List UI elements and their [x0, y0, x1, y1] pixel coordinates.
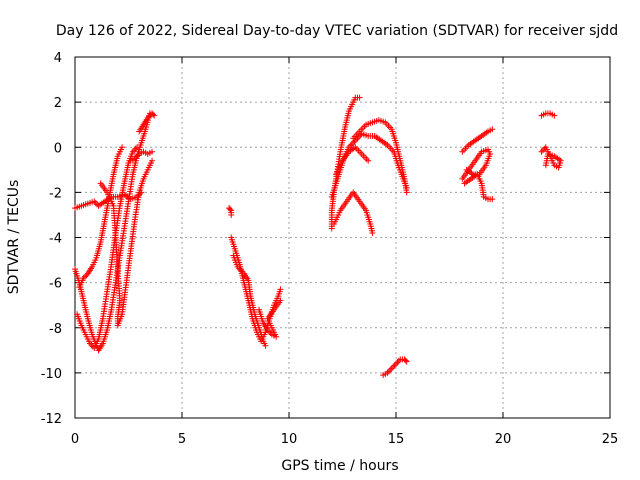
x-tick-label: 5	[178, 432, 186, 447]
series-arc-21	[538, 110, 558, 119]
data-point	[390, 363, 397, 370]
data-point	[277, 286, 284, 293]
data-point	[149, 157, 156, 164]
data-point	[538, 148, 545, 155]
x-tick-label: 15	[388, 432, 405, 447]
series-arc-16	[333, 144, 372, 178]
series-arc-14	[330, 189, 376, 236]
series-arc-18	[459, 126, 496, 155]
data-points	[72, 94, 564, 379]
series-arc-2	[72, 110, 153, 354]
data-point	[149, 148, 156, 155]
data-point	[394, 359, 401, 366]
data-point	[134, 152, 141, 159]
y-tick-label: -10	[41, 367, 62, 382]
data-point	[228, 211, 235, 218]
series-arc-11	[256, 297, 284, 340]
data-point	[385, 368, 392, 375]
data-point	[387, 366, 394, 373]
series-arc-10	[230, 252, 269, 349]
y-tick-label: -4	[49, 232, 62, 247]
data-point	[402, 357, 409, 364]
series-arc-3	[74, 144, 141, 352]
data-point	[463, 166, 470, 173]
series-arc-6	[127, 148, 156, 164]
y-tick-label: 4	[54, 51, 62, 66]
data-point	[356, 94, 363, 101]
series-arc-7	[136, 110, 158, 135]
x-axis-label: GPS time / hours	[281, 458, 398, 474]
series-arc-20	[461, 171, 496, 203]
data-point	[119, 144, 126, 151]
data-point	[489, 126, 496, 133]
y-axis-label: SDTVAR / TECUs	[6, 180, 22, 295]
data-point	[391, 362, 398, 369]
series-arc-8	[226, 205, 235, 218]
data-point	[403, 358, 410, 365]
x-tick-label: 25	[602, 432, 619, 447]
y-tick-label: -6	[49, 277, 62, 292]
data-point	[133, 154, 140, 161]
series-arc-17	[380, 356, 410, 379]
series-arc-5	[97, 157, 156, 329]
data-point	[227, 206, 234, 213]
data-point	[551, 112, 558, 119]
series-arc-22	[538, 144, 564, 171]
data-point	[132, 145, 139, 152]
data-point	[489, 196, 496, 203]
data-point	[403, 189, 410, 196]
series-arc-12	[328, 94, 363, 232]
data-point	[277, 297, 284, 304]
data-point	[393, 360, 399, 367]
chart-title: Day 126 of 2022, Sidereal Day-to-day VTE…	[56, 23, 618, 39]
series-arc-15	[350, 117, 410, 196]
y-tick-label: -12	[41, 412, 62, 427]
data-point	[395, 357, 402, 364]
grid-lines	[75, 57, 610, 418]
data-point	[539, 147, 546, 154]
y-tick-label: -8	[49, 322, 62, 337]
data-point	[365, 157, 372, 164]
series-arc-4	[76, 144, 126, 291]
data-point	[542, 162, 549, 169]
data-point	[151, 112, 158, 119]
y-tick-label: 0	[54, 141, 62, 156]
data-point	[369, 229, 376, 236]
y-tick-label: -2	[49, 186, 62, 201]
x-tick-label: 20	[495, 432, 512, 447]
data-point	[150, 111, 157, 118]
data-point	[388, 365, 395, 372]
data-point	[262, 342, 269, 349]
y-tick-label: 2	[54, 96, 62, 111]
x-tick-label: 10	[281, 432, 298, 447]
data-point	[134, 144, 141, 151]
x-tick-label: 0	[71, 432, 79, 447]
